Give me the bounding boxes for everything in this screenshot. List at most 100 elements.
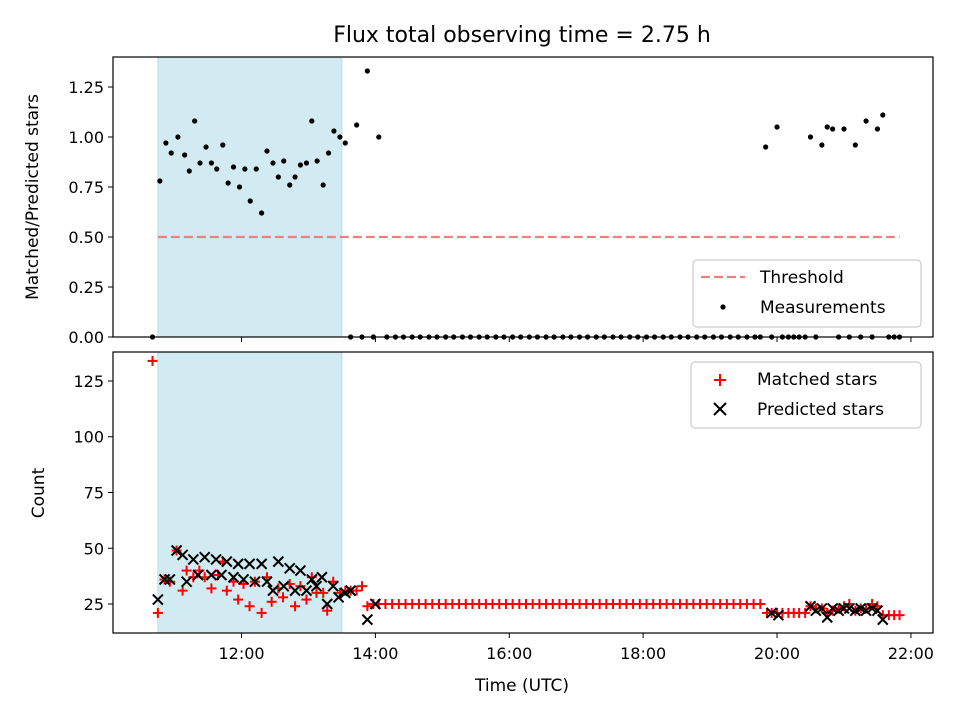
predicted-star-point: [327, 580, 339, 592]
measurement-point: [186, 168, 192, 174]
top-y-tick-label: 0.50: [68, 228, 104, 247]
bottom-y-ticks: 25 50 75 100 125: [73, 372, 113, 614]
top-y-tick-label: 0.25: [68, 278, 104, 297]
matched-star-point: [177, 585, 188, 596]
matched-star-point: [755, 599, 766, 610]
predicted-star-point: [294, 564, 307, 577]
predicted-star-point: [316, 571, 328, 583]
predicted-star-point: [289, 584, 301, 597]
bottom-x-tick-label: 18:00: [620, 644, 666, 663]
measurement-point: [852, 142, 858, 148]
top-y-tick-label: 0.00: [68, 328, 104, 347]
predicted-star-point: [249, 575, 261, 588]
predicted-star-point: [765, 607, 778, 619]
predicted-star-point: [321, 598, 333, 610]
predicted-star-point: [210, 553, 222, 566]
predicted-star-point: [221, 555, 233, 568]
matched-star-point: [278, 592, 289, 603]
measurement-point: [242, 166, 248, 172]
matched-star-point: [266, 596, 277, 607]
measurement-point: [168, 150, 174, 156]
measurement-point: [182, 152, 188, 158]
measurement-point: [192, 118, 198, 124]
matched-star-point: [181, 565, 192, 576]
predicted-star-point: [227, 571, 240, 583]
bottom-panel: 25 50 75 100 125 12:00 14:00 16:00 18:00 20:00 22…: [29, 351, 934, 696]
predicted-star-point: [215, 569, 228, 581]
measurement-point: [157, 178, 163, 184]
top-y-axis-label: Matched/Predicted stars: [23, 94, 43, 300]
measurement-point: [208, 160, 214, 166]
matched-star-point: [362, 601, 373, 612]
predicted-star-point: [344, 584, 357, 597]
measurement-point: [331, 128, 337, 134]
measurement-point: [314, 158, 320, 164]
predicted-star-point: [306, 573, 318, 586]
predicted-star-point: [821, 611, 833, 624]
matched-star-point: [800, 607, 811, 618]
measurement-point: [247, 198, 253, 204]
measurement-point: [292, 174, 298, 180]
measurement-point: [220, 142, 226, 148]
matched-star-point: [152, 607, 163, 618]
predicted-star-point: [361, 613, 374, 626]
matched-star-point: [256, 607, 267, 618]
measurement-point: [342, 140, 348, 146]
measurement-point: [774, 124, 780, 130]
matched-star-point: [244, 601, 255, 612]
measurement-point: [264, 148, 270, 154]
matched-star-point: [221, 585, 232, 596]
top-y-tick-label: 0.75: [68, 178, 104, 197]
measurement-point: [874, 126, 881, 132]
predicted-star-point: [255, 558, 268, 570]
predicted-star-point: [261, 575, 273, 588]
bottom-legend: Matched stars Predicted stars: [690, 361, 922, 429]
legend-predicted-label: Predicted stars: [757, 400, 884, 420]
bottom-y-tick-label: 25: [84, 595, 104, 614]
measurement-point: [214, 166, 220, 172]
measurement-point: [824, 124, 830, 130]
measurement-point: [807, 134, 814, 140]
x-axis-label: Time (UTC): [474, 676, 569, 696]
measurement-point: [880, 112, 886, 118]
predicted-star-point: [826, 602, 839, 615]
matched-star-point: [894, 610, 905, 621]
predicted-star-point: [810, 604, 822, 617]
matched-star-point: [301, 594, 312, 605]
measurement-point: [309, 118, 315, 124]
predicted-star-point: [877, 613, 889, 626]
measurement-point: [354, 122, 360, 128]
top-x-tick-marks: [241, 337, 912, 342]
measurement-point: [763, 144, 769, 150]
predicted-star-point: [164, 573, 176, 586]
matched-star-point: [351, 585, 362, 596]
top-axes-frame: [112, 56, 934, 338]
measurement-point: [281, 158, 287, 164]
predicted-star-point: [332, 591, 345, 604]
predicted-star-point: [180, 575, 193, 588]
legend-measurements-swatch: [720, 304, 726, 310]
predicted-star-point: [232, 558, 244, 570]
measurement-point: [297, 162, 304, 168]
predicted-star-point: [243, 558, 256, 570]
top-y-ticks: 0.00 0.25 0.50 0.75 1.00 1.25: [68, 78, 113, 347]
matched-star-point: [147, 355, 158, 366]
measurement-points: [149, 68, 903, 340]
predicted-star-point: [772, 609, 785, 621]
predicted-star-point: [843, 602, 856, 615]
measurement-point: [364, 68, 370, 74]
predicted-star-point: [187, 553, 200, 566]
bottom-y-tick-label: 125: [73, 372, 104, 391]
matched-star-point: [233, 594, 244, 605]
measurement-point: [325, 150, 332, 156]
measurement-point: [270, 160, 276, 166]
measurement-point: [320, 182, 326, 188]
chart-title: Flux total observing time = 2.75 h: [333, 23, 711, 48]
measurement-point: [819, 142, 825, 148]
measurement-point: [829, 126, 836, 132]
matched-star-point: [357, 581, 368, 592]
predicted-star-point: [272, 555, 285, 568]
measurement-point: [259, 210, 265, 216]
predicted-star-point: [860, 604, 872, 617]
